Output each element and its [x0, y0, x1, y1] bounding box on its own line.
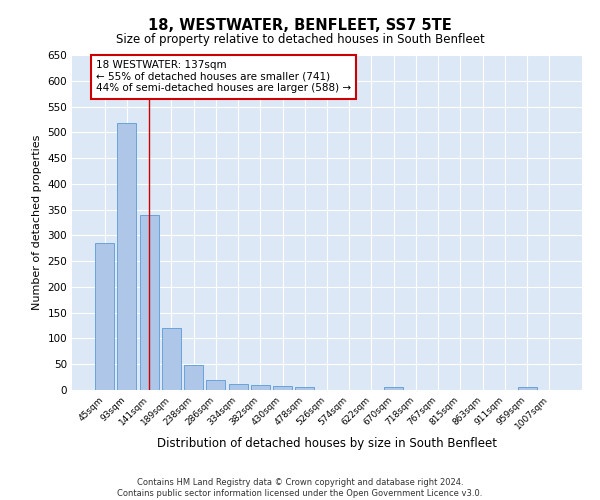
Bar — [162, 328, 181, 390]
Bar — [229, 384, 248, 390]
Y-axis label: Number of detached properties: Number of detached properties — [32, 135, 42, 310]
Bar — [384, 388, 403, 390]
Bar — [295, 388, 314, 390]
Bar — [184, 366, 203, 390]
Bar — [206, 380, 225, 390]
X-axis label: Distribution of detached houses by size in South Benfleet: Distribution of detached houses by size … — [157, 436, 497, 450]
Bar — [95, 243, 114, 390]
Bar — [118, 123, 136, 390]
Text: 18, WESTWATER, BENFLEET, SS7 5TE: 18, WESTWATER, BENFLEET, SS7 5TE — [148, 18, 452, 32]
Text: Size of property relative to detached houses in South Benfleet: Size of property relative to detached ho… — [116, 32, 484, 46]
Bar — [140, 215, 158, 390]
Bar — [518, 388, 536, 390]
Bar — [273, 386, 292, 390]
Text: Contains HM Land Registry data © Crown copyright and database right 2024.
Contai: Contains HM Land Registry data © Crown c… — [118, 478, 482, 498]
Bar — [251, 386, 270, 390]
Text: 18 WESTWATER: 137sqm
← 55% of detached houses are smaller (741)
44% of semi-deta: 18 WESTWATER: 137sqm ← 55% of detached h… — [96, 60, 351, 94]
